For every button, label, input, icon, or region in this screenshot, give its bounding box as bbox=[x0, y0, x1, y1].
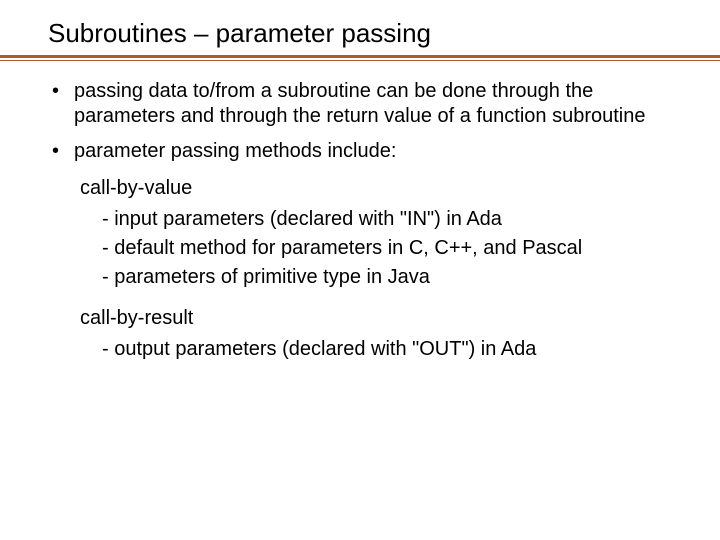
bullet-item: passing data to/from a subroutine can be… bbox=[44, 79, 676, 129]
divider-rule-top bbox=[0, 55, 720, 58]
sub-item: - parameters of primitive type in Java bbox=[44, 265, 676, 290]
sub-item: - default method for parameters in C, C+… bbox=[44, 236, 676, 261]
sub-item: - output parameters (declared with "OUT"… bbox=[44, 337, 676, 362]
content-area: passing data to/from a subroutine can be… bbox=[0, 79, 720, 362]
subheading-cbr: call-by-result bbox=[44, 306, 676, 331]
slide-title: Subroutines – parameter passing bbox=[0, 18, 720, 55]
bullet-item: parameter passing methods include: bbox=[44, 139, 676, 164]
sub-item: - input parameters (declared with "IN") … bbox=[44, 207, 676, 232]
subheading-cbv: call-by-value bbox=[44, 176, 676, 201]
slide: Subroutines – parameter passing passing … bbox=[0, 0, 720, 540]
divider-rule-bottom bbox=[0, 60, 720, 61]
